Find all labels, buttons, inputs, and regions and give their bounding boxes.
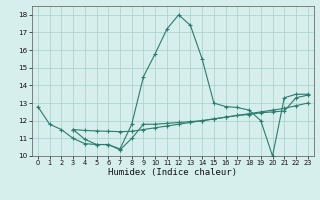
X-axis label: Humidex (Indice chaleur): Humidex (Indice chaleur) bbox=[108, 168, 237, 177]
